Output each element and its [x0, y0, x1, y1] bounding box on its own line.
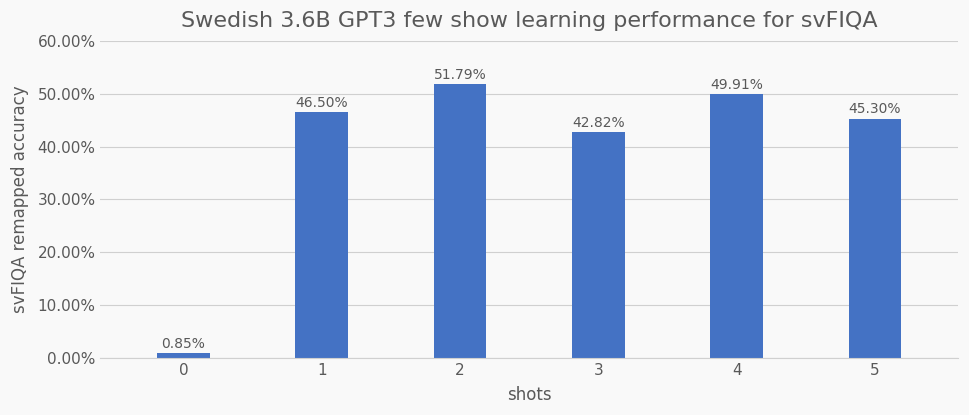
X-axis label: shots: shots	[507, 386, 551, 404]
Bar	[434, 84, 486, 358]
Bar	[296, 112, 348, 358]
Text: 51.79%: 51.79%	[434, 68, 486, 82]
Text: 0.85%: 0.85%	[162, 337, 205, 351]
Bar	[572, 132, 625, 358]
Y-axis label: svFIQA remapped accuracy: svFIQA remapped accuracy	[11, 85, 29, 313]
Text: 49.91%: 49.91%	[710, 78, 763, 92]
Title: Swedish 3.6B GPT3 few show learning performance for svFIQA: Swedish 3.6B GPT3 few show learning perf…	[181, 11, 878, 31]
Bar	[157, 353, 209, 358]
Bar	[849, 119, 901, 358]
Text: 42.82%: 42.82%	[572, 115, 625, 129]
Text: 46.50%: 46.50%	[296, 96, 348, 110]
Bar	[710, 94, 763, 358]
Text: 45.30%: 45.30%	[849, 103, 901, 117]
